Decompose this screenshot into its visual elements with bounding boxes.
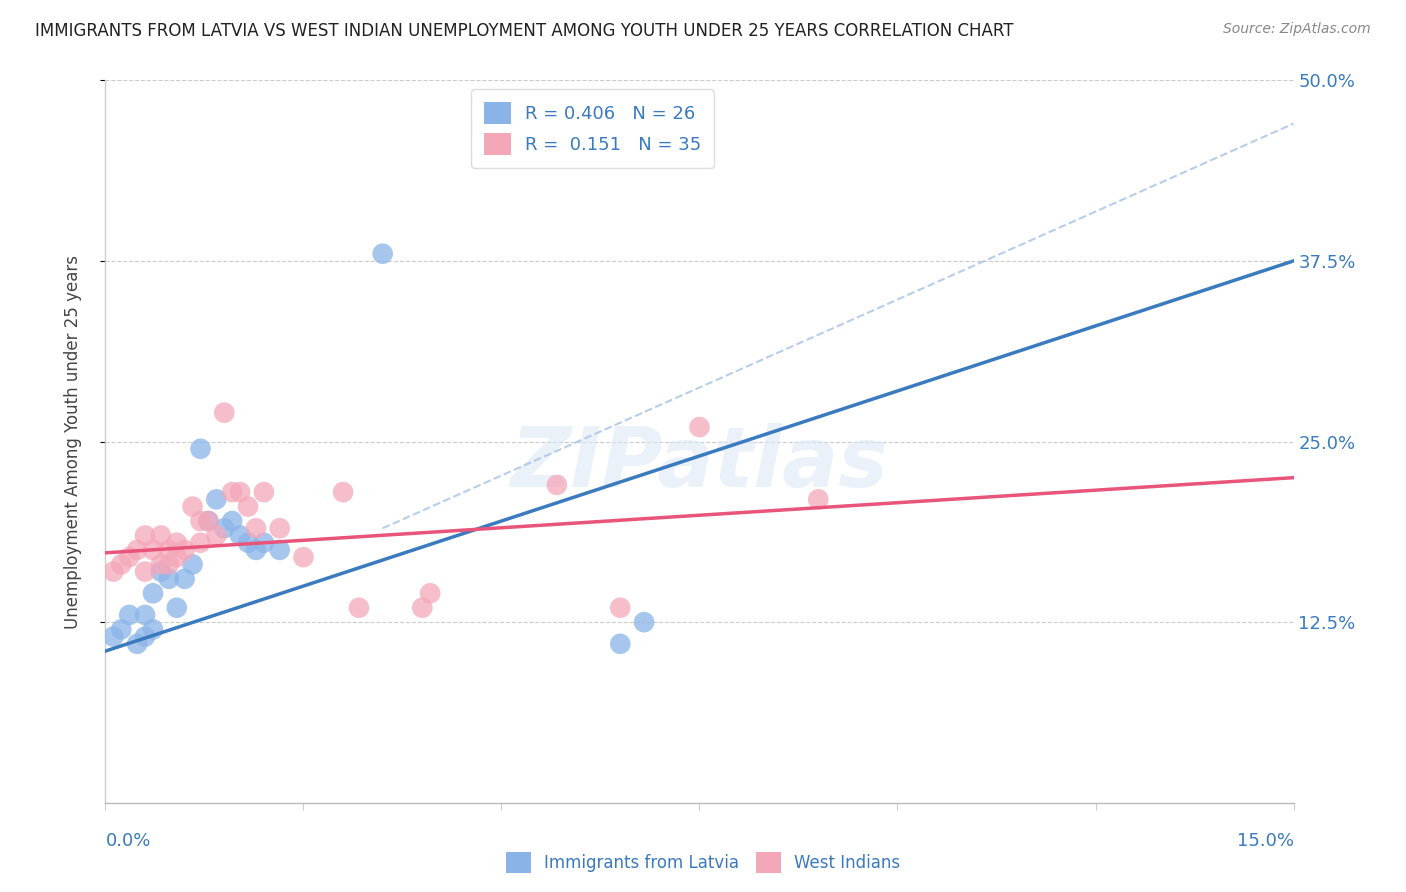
Point xyxy=(166,550,188,565)
Text: 15.0%: 15.0% xyxy=(1236,832,1294,850)
Legend: Immigrants from Latvia, West Indians: Immigrants from Latvia, West Indians xyxy=(499,846,907,880)
Point xyxy=(205,528,228,542)
Point xyxy=(157,572,180,586)
Point xyxy=(134,565,156,579)
Text: Source: ZipAtlas.com: Source: ZipAtlas.com xyxy=(1223,22,1371,37)
Point xyxy=(197,514,219,528)
Point xyxy=(157,558,180,572)
Point xyxy=(149,565,172,579)
Point xyxy=(142,586,165,600)
Point xyxy=(118,550,141,565)
Point xyxy=(127,637,149,651)
Point xyxy=(173,572,195,586)
Point xyxy=(110,623,132,637)
Point xyxy=(110,558,132,572)
Point xyxy=(546,478,568,492)
Point xyxy=(166,535,188,549)
Point xyxy=(181,558,204,572)
Point xyxy=(411,600,433,615)
Point xyxy=(214,521,236,535)
Point xyxy=(633,615,655,630)
Point xyxy=(269,542,291,557)
Point xyxy=(221,514,243,528)
Point xyxy=(332,485,354,500)
Point xyxy=(134,630,156,644)
Point xyxy=(253,485,276,500)
Point xyxy=(371,246,394,260)
Legend: R = 0.406   N = 26, R =  0.151   N = 35: R = 0.406 N = 26, R = 0.151 N = 35 xyxy=(471,89,714,168)
Point xyxy=(609,600,631,615)
Point xyxy=(253,535,276,549)
Point xyxy=(127,542,149,557)
Point xyxy=(236,500,259,514)
Point xyxy=(292,550,315,565)
Point xyxy=(134,607,156,622)
Point xyxy=(269,521,291,535)
Y-axis label: Unemployment Among Youth under 25 years: Unemployment Among Youth under 25 years xyxy=(63,254,82,629)
Point xyxy=(118,607,141,622)
Point xyxy=(149,558,172,572)
Point xyxy=(229,485,252,500)
Point xyxy=(173,542,195,557)
Point xyxy=(190,514,212,528)
Point xyxy=(245,542,267,557)
Point xyxy=(807,492,830,507)
Text: IMMIGRANTS FROM LATVIA VS WEST INDIAN UNEMPLOYMENT AMONG YOUTH UNDER 25 YEARS CO: IMMIGRANTS FROM LATVIA VS WEST INDIAN UN… xyxy=(35,22,1014,40)
Point xyxy=(245,521,267,535)
Point xyxy=(142,623,165,637)
Point xyxy=(103,565,125,579)
Text: 0.0%: 0.0% xyxy=(105,832,150,850)
Point xyxy=(190,442,212,456)
Point xyxy=(214,406,236,420)
Point xyxy=(142,542,165,557)
Point xyxy=(190,535,212,549)
Point xyxy=(149,528,172,542)
Point xyxy=(103,630,125,644)
Point xyxy=(205,492,228,507)
Point xyxy=(689,420,711,434)
Point xyxy=(197,514,219,528)
Point xyxy=(229,528,252,542)
Point xyxy=(166,600,188,615)
Text: ZIPatlas: ZIPatlas xyxy=(510,423,889,504)
Point xyxy=(347,600,370,615)
Point xyxy=(221,485,243,500)
Point xyxy=(134,528,156,542)
Point xyxy=(181,500,204,514)
Point xyxy=(236,535,259,549)
Point xyxy=(609,637,631,651)
Point xyxy=(419,586,441,600)
Point xyxy=(157,542,180,557)
